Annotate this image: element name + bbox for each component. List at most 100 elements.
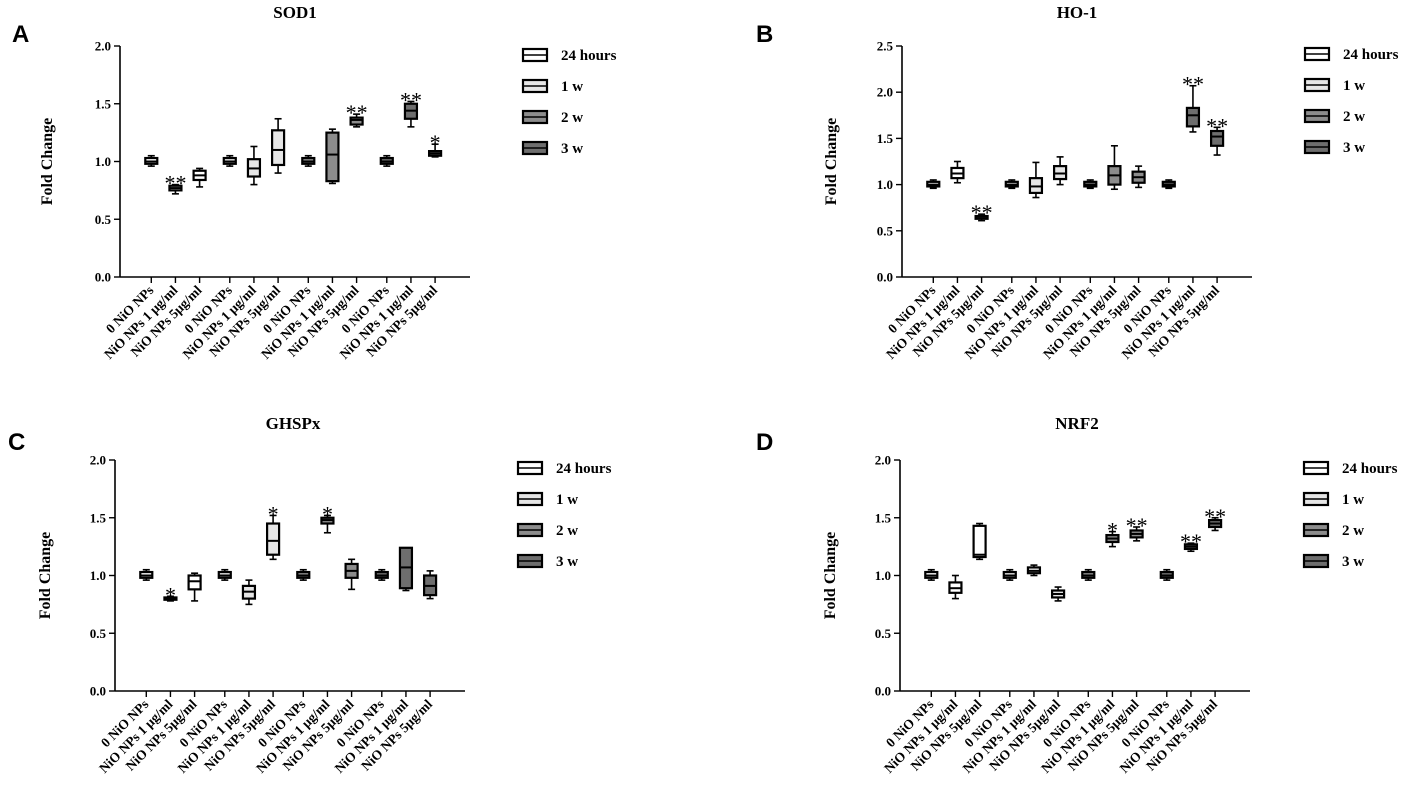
box-plot xyxy=(241,579,257,606)
y-tick-label: 2.0 xyxy=(875,453,891,468)
box xyxy=(265,522,281,556)
significance-label: * xyxy=(1107,518,1118,543)
significance-label: * xyxy=(322,501,333,526)
y-axis-label: Fold Change xyxy=(39,118,56,206)
box-plot: ** xyxy=(971,200,993,225)
legend-label: 2 w xyxy=(1343,109,1365,125)
box-plot xyxy=(1083,179,1098,190)
legend-label: 2 w xyxy=(561,110,583,126)
box-plot xyxy=(950,160,965,184)
y-tick-label: 1.0 xyxy=(90,568,106,583)
box-plot xyxy=(1028,161,1044,199)
y-tick-label: 1.0 xyxy=(875,568,891,583)
box xyxy=(972,524,987,559)
box-plot xyxy=(422,570,438,600)
chart-title: HO-1 xyxy=(1057,3,1098,22)
legend-label: 3 w xyxy=(556,554,578,570)
y-tick-label: 0.0 xyxy=(875,684,891,699)
y-axis-label: Fold Change xyxy=(822,532,839,620)
chart-title: GHSPx xyxy=(266,414,321,433)
legend-label: 24 hours xyxy=(556,461,612,477)
y-tick-label: 0.0 xyxy=(90,684,106,699)
box-plot xyxy=(217,568,232,581)
legend-label: 2 w xyxy=(1342,523,1364,539)
significance-label: ** xyxy=(400,87,422,112)
legend: 24 hours 1 w 2 w 3 w xyxy=(521,47,617,157)
y-tick-label: 2.0 xyxy=(95,39,111,54)
box-plot xyxy=(972,522,987,561)
legend: 24 hours 1 w 2 w 3 w xyxy=(1302,460,1398,570)
legend: 24 hours 1 w 2 w 3 w xyxy=(516,460,612,570)
legend-label: 24 hours xyxy=(1343,47,1399,63)
box xyxy=(187,574,202,591)
legend-label: 3 w xyxy=(1343,140,1365,156)
box-plot xyxy=(924,568,939,581)
box-plot xyxy=(1052,156,1068,186)
box-plot xyxy=(398,546,414,592)
box-plot xyxy=(1026,564,1042,577)
panel-letter: D xyxy=(756,429,773,456)
box-plot xyxy=(374,568,389,581)
box-plot xyxy=(246,145,262,186)
box-plot xyxy=(1050,586,1066,602)
box-plot xyxy=(1002,568,1017,581)
box-plot: ** xyxy=(400,87,422,128)
box-plot xyxy=(344,558,359,591)
y-tick-label: 0.0 xyxy=(877,270,893,285)
box-plot xyxy=(270,117,286,174)
significance-label: * xyxy=(165,582,176,607)
box-plot xyxy=(192,167,207,188)
box-plot xyxy=(1081,568,1096,581)
box-plot: ** xyxy=(1182,72,1204,133)
y-tick-label: 1.5 xyxy=(877,131,894,146)
significance-label: ** xyxy=(164,171,186,196)
box xyxy=(1185,106,1201,128)
box-plot xyxy=(926,179,941,190)
box-plot: ** xyxy=(164,171,186,196)
y-tick-label: 2.0 xyxy=(877,85,893,100)
legend-label: 1 w xyxy=(1343,78,1365,94)
box-plot: * xyxy=(427,130,443,158)
significance-label: ** xyxy=(346,100,368,125)
box-plot: * xyxy=(1105,518,1120,548)
significance-label: ** xyxy=(1180,529,1202,554)
significance-label: * xyxy=(268,501,279,526)
chart-title: NRF2 xyxy=(1055,414,1098,433)
box-plot xyxy=(1159,568,1174,581)
box-plot xyxy=(1161,179,1176,190)
legend-label: 24 hours xyxy=(1342,461,1398,477)
legend-label: 24 hours xyxy=(561,48,617,64)
panel-letter: A xyxy=(12,21,29,48)
chart-title: SOD1 xyxy=(273,3,316,22)
y-tick-label: 0.5 xyxy=(95,212,112,227)
box xyxy=(349,116,364,126)
box-plot xyxy=(379,154,394,167)
box-plot xyxy=(139,568,154,581)
box-plot: ** xyxy=(1126,513,1148,542)
significance-label: * xyxy=(430,130,441,155)
panel-letter: B xyxy=(756,21,773,48)
box-plot: * xyxy=(320,501,335,534)
box-plot: ** xyxy=(1204,504,1226,532)
box-plot: ** xyxy=(1180,529,1202,554)
y-tick-label: 1.0 xyxy=(877,177,893,192)
significance-label: ** xyxy=(971,200,993,225)
box-plot xyxy=(325,128,340,185)
significance-label: ** xyxy=(1182,72,1204,97)
legend: 24 hours 1 w 2 w 3 w xyxy=(1303,46,1399,156)
box-plot xyxy=(144,154,159,167)
significance-label: ** xyxy=(1126,513,1148,538)
y-tick-label: 1.0 xyxy=(95,154,111,169)
significance-label: ** xyxy=(1206,113,1228,138)
legend-label: 2 w xyxy=(556,523,578,539)
box-plot xyxy=(948,574,963,600)
box-plot xyxy=(1131,165,1146,189)
legend-label: 3 w xyxy=(1342,554,1364,570)
panel-letter: C xyxy=(8,429,25,456)
legend-label: 3 w xyxy=(561,141,583,157)
legend-label: 1 w xyxy=(1342,492,1364,508)
